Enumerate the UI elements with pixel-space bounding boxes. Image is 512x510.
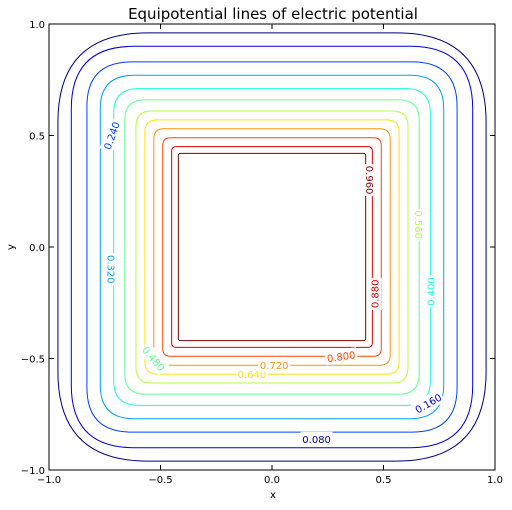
contour-line [177,152,367,342]
axis-ticks: −1.0 −0.5 0.0 0.5 1.0 −1.0 −0.5 0.0 0.5 1.0 [21,20,503,486]
contour-label-background [363,164,378,197]
contour-label-group: 0.960 [363,164,378,197]
contour-label: 0.080 [302,435,331,446]
x-tick-label: 0.0 [264,475,280,486]
contour-label-background [367,277,382,310]
contour-label-background [258,358,291,373]
contour-label-group: 0.560 [412,208,427,241]
x-tick-label: 0.5 [376,475,392,486]
x-tick-label: −0.5 [148,475,172,486]
contour-labels: 0.0800.1600.2400.3200.4000.4800.5600.640… [99,118,446,446]
contour-label: 0.800 [326,350,356,365]
contour-label-background [300,431,333,446]
contour-line [135,110,409,384]
y-tick-label: −1.0 [21,466,45,477]
contour-label-background [410,389,446,418]
contour-label: 0.560 [412,210,423,239]
y-tick-label: 1.0 [29,20,45,31]
x-axis-label: x [270,490,276,501]
contour-label-group: 0.080 [300,431,333,446]
contour-label: 0.320 [104,255,115,284]
contour-line [57,32,487,462]
contour-line [86,61,458,433]
contour-label-background [324,347,358,366]
contour-label: 0.720 [260,361,289,372]
contour-line [124,99,420,395]
contour-label-group: 0.720 [258,358,291,373]
contour-label-group: 0.800 [324,347,358,366]
contour-label: 0.960 [363,166,374,195]
contour-label-group: 0.240 [99,118,124,153]
contour-label: 0.640 [238,370,267,381]
contour-line [70,45,474,449]
contour-label-group: 0.880 [367,277,382,310]
contour-line [171,146,373,348]
contour-label-group: 0.320 [104,253,119,286]
contour-line [113,88,431,406]
contour-line [153,128,391,366]
y-tick-label: 0.0 [29,243,45,254]
contour-lines [57,32,487,462]
contour-line [99,74,445,420]
contour-label: 0.400 [426,277,437,306]
contour-label-background [412,208,427,241]
contour-line [144,119,400,375]
contour-line [162,137,382,357]
y-tick-label: 0.5 [29,132,45,143]
contour-label-group: 0.400 [423,275,438,308]
contour-label: 0.880 [371,280,382,309]
contour-label-background [104,253,119,286]
x-tick-label: −1.0 [37,475,61,486]
x-tick-label: 1.0 [487,475,503,486]
contour-label-background [423,275,438,308]
chart-title: Equipotential lines of electric potentia… [128,5,418,23]
contour-label-background [138,341,170,376]
y-axis-label: y [6,244,17,250]
contour-label-background [99,118,124,153]
y-tick-label: −0.5 [21,355,45,366]
